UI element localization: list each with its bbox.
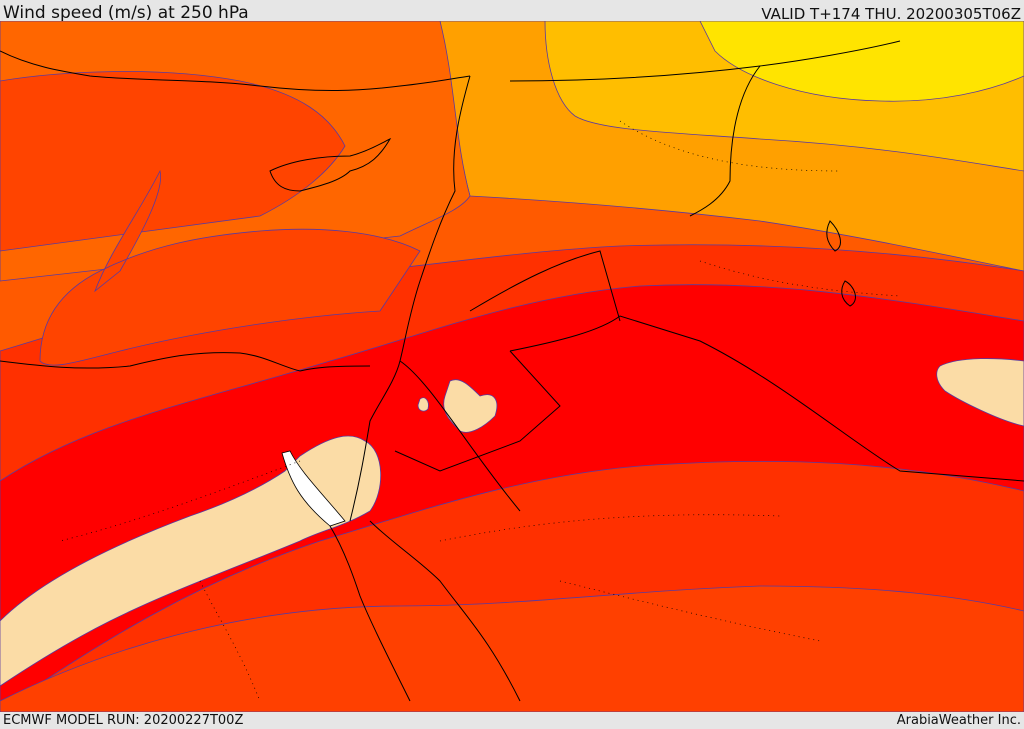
valid-time: VALID T+174 THU. 20200305T06Z — [761, 5, 1021, 23]
jet-core-white — [281, 450, 346, 527]
wind-speed-map[interactable] — [0, 21, 1024, 712]
credit-label: ArabiaWeather Inc. — [896, 713, 1021, 728]
footer-bar: ECMWF MODEL RUN: 20200227T00Z ArabiaWeat… — [0, 712, 1024, 729]
coastlines — [0, 40, 1024, 702]
band-south — [0, 585, 1024, 712]
band-yellow — [699, 21, 1024, 102]
jet-core-southwest — [0, 435, 382, 687]
jet-core-jordan-small — [417, 397, 429, 412]
model-run-label: ECMWF MODEL RUN: 20200227T00Z — [3, 713, 244, 728]
jet-core-gulf — [936, 358, 1024, 427]
band-red-orange-west — [0, 71, 346, 252]
header-bar: Wind speed (m/s) at 250 hPa VALID T+174 … — [0, 0, 1024, 23]
map-title: Wind speed (m/s) at 250 hPa — [3, 3, 249, 23]
jet-core-jordan — [443, 379, 498, 433]
dotted-borders — [59, 120, 901, 702]
band-red-tongue — [39, 169, 421, 366]
